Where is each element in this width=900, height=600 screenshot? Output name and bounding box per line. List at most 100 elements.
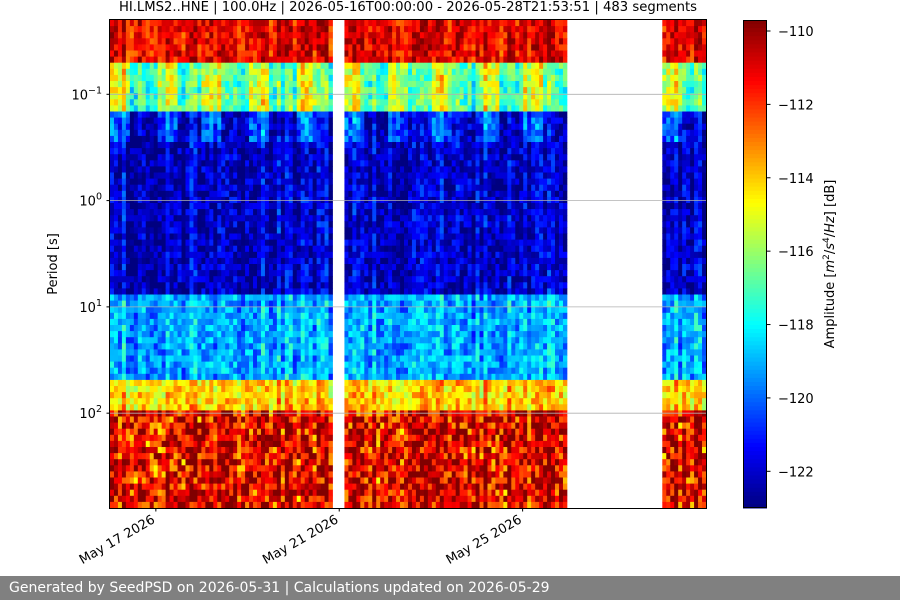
heatmap-cell xyxy=(217,50,222,57)
heatmap-cell xyxy=(110,367,115,375)
heatmap-cell xyxy=(205,215,210,222)
heatmap-cell xyxy=(348,209,353,216)
heatmap-cell xyxy=(257,117,262,125)
heatmap-cell xyxy=(328,264,333,271)
heatmap-cell xyxy=(284,251,290,259)
heatmap-cell xyxy=(137,477,143,484)
heatmap-cell xyxy=(110,26,115,33)
heatmap-cell xyxy=(324,264,329,271)
heatmap-cell xyxy=(177,26,182,33)
heatmap-cell xyxy=(169,288,174,295)
heatmap-cell xyxy=(145,123,151,131)
heatmap-cell xyxy=(268,62,274,70)
heatmap-cell xyxy=(288,154,294,161)
heatmap-cell xyxy=(292,276,298,283)
heatmap-cell xyxy=(276,20,282,27)
heatmap-cell xyxy=(356,245,361,253)
heatmap-cell xyxy=(153,196,159,204)
heatmap-cell xyxy=(149,367,155,375)
heatmap-cell xyxy=(209,501,214,509)
heatmap-cell xyxy=(268,325,274,332)
heatmap-cell xyxy=(141,392,147,399)
heatmap-cell xyxy=(169,300,174,308)
heatmap-cell xyxy=(257,196,262,204)
heatmap-cell xyxy=(344,447,349,454)
heatmap-cell xyxy=(260,32,266,39)
heatmap-cell xyxy=(201,142,206,149)
heatmap-cell xyxy=(241,26,246,33)
heatmap-cell xyxy=(213,361,218,369)
heatmap-cell xyxy=(177,428,182,436)
heatmap-cell xyxy=(217,392,222,399)
heatmap-cell xyxy=(141,386,147,393)
heatmap-cell xyxy=(141,129,147,137)
heatmap-cell xyxy=(137,26,143,33)
heatmap-cell xyxy=(233,123,238,131)
heatmap-cell xyxy=(296,428,302,436)
heatmap-cell xyxy=(264,312,270,320)
heatmap-cell xyxy=(276,489,282,497)
heatmap-cell xyxy=(320,221,325,228)
heatmap-cell xyxy=(169,99,174,106)
heatmap-cell xyxy=(173,264,178,271)
heatmap-cell xyxy=(129,343,135,350)
heatmap-cell xyxy=(165,227,170,234)
heatmap-cell xyxy=(189,68,194,76)
heatmap-cell xyxy=(264,453,270,460)
heatmap-cell xyxy=(288,471,294,478)
heatmap-cell xyxy=(300,428,306,436)
heatmap-cell xyxy=(185,312,190,320)
heatmap-cell xyxy=(268,471,274,478)
heatmap-cell xyxy=(272,416,278,423)
heatmap-cell xyxy=(145,495,151,503)
heatmap-cell xyxy=(229,62,234,70)
heatmap-cell xyxy=(165,87,170,94)
heatmap-cell xyxy=(292,282,298,289)
heatmap-cell xyxy=(316,68,321,76)
heatmap-cell xyxy=(117,233,123,240)
heatmap-cell xyxy=(145,105,151,112)
heatmap-cell xyxy=(352,483,357,491)
heatmap-cell xyxy=(237,190,242,198)
heatmap-cell xyxy=(221,483,226,491)
heatmap-cell xyxy=(189,343,194,350)
heatmap-cell xyxy=(284,337,290,344)
heatmap-cell xyxy=(304,81,310,88)
heatmap-cell xyxy=(141,184,147,192)
heatmap-cell xyxy=(125,379,131,387)
heatmap-cell xyxy=(185,117,190,125)
heatmap-cell xyxy=(300,392,306,399)
heatmap-cell xyxy=(221,318,226,326)
heatmap-cell xyxy=(165,422,170,430)
heatmap-cell xyxy=(320,312,325,320)
heatmap-cell xyxy=(364,87,369,94)
heatmap-cell xyxy=(121,312,127,320)
heatmap-cell xyxy=(241,367,246,375)
heatmap-cell xyxy=(268,428,274,436)
heatmap-cell xyxy=(245,361,250,369)
heatmap-cell xyxy=(253,392,258,399)
heatmap-cell xyxy=(320,306,325,314)
heatmap-cell xyxy=(133,312,139,320)
heatmap-cell xyxy=(241,190,246,198)
heatmap-cell xyxy=(165,264,170,271)
heatmap-cell xyxy=(201,26,206,33)
heatmap-cell xyxy=(352,20,357,27)
heatmap-cell xyxy=(225,233,230,240)
heatmap-cell xyxy=(121,38,127,45)
heatmap-cell xyxy=(284,392,290,399)
heatmap-cell xyxy=(264,422,270,430)
heatmap-cell xyxy=(157,38,163,45)
heatmap-cell xyxy=(145,459,151,466)
heatmap-cell xyxy=(264,93,270,100)
heatmap-cell xyxy=(272,398,278,405)
heatmap-cell xyxy=(205,68,210,76)
heatmap-cell xyxy=(284,325,290,332)
heatmap-cell xyxy=(201,184,206,192)
heatmap-cell xyxy=(237,392,242,399)
heatmap-cell xyxy=(284,239,290,247)
heatmap-cell xyxy=(213,20,218,27)
heatmap-cell xyxy=(221,386,226,393)
heatmap-cell xyxy=(201,81,206,88)
heatmap-cell xyxy=(241,404,246,411)
